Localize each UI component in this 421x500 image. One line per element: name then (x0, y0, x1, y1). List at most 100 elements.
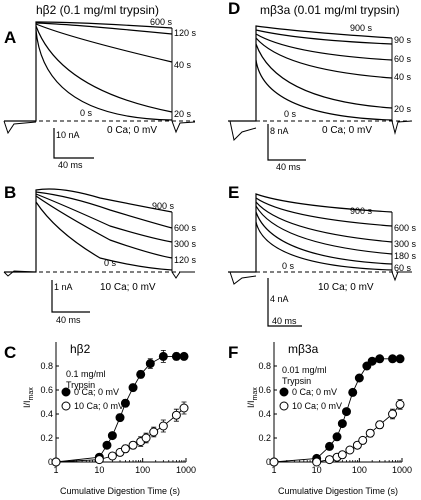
trace-d-tail (391, 38, 413, 135)
chart-f-legend-marker-0 (279, 387, 289, 397)
chart-f-series-1-point (365, 428, 375, 438)
trace-e-600 (255, 197, 393, 227)
chart-c-series-1-point (51, 457, 61, 467)
condition-b: 10 Ca; 0 mV (100, 282, 156, 293)
trace-a-40 (35, 23, 173, 63)
trace-b-0 (35, 201, 173, 271)
chart-c-note-1: 0.1 mg/ml (66, 369, 106, 379)
chart-f-ytick-label: 0 (266, 457, 271, 467)
chart-c-series-0-point (115, 413, 125, 423)
trace-b-900 (4, 188, 173, 273)
label-d-60: 60 s (394, 54, 412, 64)
chart-c-series-1-point (128, 440, 138, 450)
trace-b-120 (35, 195, 173, 259)
chart-f-series-1-point (358, 435, 368, 445)
chart-c-legend-marker-0 (61, 387, 71, 397)
chart-c-ytick-label: 0.2 (40, 433, 53, 443)
label-b-900: 900 s (152, 201, 175, 211)
panel-b-letter: B (4, 183, 16, 202)
chart-f-series-0-point (348, 387, 358, 397)
chart-c-ylabel: I/Imax (22, 387, 35, 408)
chart-c-legend-label-0: 0 Ca; 0 mV (74, 387, 119, 397)
chart-f-series-1-point (375, 420, 385, 430)
chart-c-ytick-label: 0.6 (40, 385, 53, 395)
chart-f-note-1: 0.01 mg/ml (282, 365, 327, 375)
chart-f-series-0-point (395, 354, 405, 364)
chart-f-xtick-label: 10 (312, 465, 322, 475)
panel-a-letter: A (4, 28, 16, 47)
chart-f-series-0-point (332, 432, 342, 442)
chart-f-series-0-point (375, 354, 385, 364)
chart-c-series-0-point (158, 351, 168, 361)
label-d-900: 900 s (350, 23, 373, 33)
panel-d-letter: D (228, 0, 240, 18)
condition-d: 0 Ca; 0 mV (322, 125, 372, 136)
chart-f-series-1-point (325, 455, 335, 465)
label-a-40: 40 s (174, 60, 192, 70)
panel-e: E 900 s 600 s 300 s 180 s 60 s 0 s 4 nA … (228, 183, 417, 327)
chart-f-ytick-label: 0.6 (258, 385, 271, 395)
chart-c-series-1-point (179, 403, 189, 413)
chart-c-series-0-point (120, 398, 130, 408)
chart-f-series-1-point (269, 457, 279, 467)
chart-f-legend-label-1: 10 Ca; 0 mV (292, 401, 342, 411)
scale-e-time: 40 ms (272, 316, 297, 326)
chart-f-series-0-point (337, 419, 347, 429)
scale-a-time: 40 ms (58, 160, 83, 170)
label-b-300: 300 s (174, 239, 197, 249)
label-b-0: 0 s (104, 258, 117, 268)
condition-a: 0 Ca; 0 mV (107, 125, 157, 136)
trace-b-head (3, 270, 37, 277)
chart-f-series-0-point (325, 441, 335, 451)
scale-b-time: 40 ms (56, 315, 81, 325)
trace-b-300 (35, 193, 173, 243)
chart-c-series-0-point (102, 440, 112, 450)
trace-a-0 (35, 29, 173, 121)
scale-b-current: 1 nA (54, 282, 73, 292)
trace-d-60 (255, 33, 393, 61)
chart-c-legend-marker-1 (61, 401, 71, 411)
chart-f-legend-label-0: 0 Ca; 0 mV (292, 387, 337, 397)
chart-c-ytick-label: 0.8 (40, 361, 53, 371)
chart-f-ytick-label: 0.4 (258, 409, 271, 419)
panel-b: B 900 s 600 s 300 s 120 s 0 s 1 nA 40 ms… (3, 183, 197, 325)
label-d-90: 90 s (394, 35, 412, 45)
trace-d-40 (255, 37, 393, 79)
trace-e-300 (255, 201, 393, 243)
chart-c-xtick-label: 1 (53, 465, 58, 475)
chart-f-xtick-label: 1000 (392, 465, 412, 475)
label-d-0: 0 s (284, 109, 297, 119)
label-a-0: 0 s (80, 108, 93, 118)
chart-c-series-0-point (107, 431, 117, 441)
scale-d-current: 8 nA (270, 126, 289, 136)
panel-c-letter: C (4, 343, 16, 362)
label-b-600: 600 s (174, 223, 197, 233)
label-d-40: 40 s (394, 72, 412, 82)
trace-e-60 (255, 211, 393, 265)
trace-b-tail (171, 212, 195, 279)
panel-a-title: hβ2 (0.1 mg/ml trypsin) (36, 3, 159, 17)
scale-d-time: 40 ms (276, 162, 301, 172)
panel-f-letter: F (228, 343, 238, 362)
chart-f-xtick-label: 100 (352, 465, 367, 475)
panel-d-title: mβ3a (0.01 mg/ml trypsin) (260, 3, 400, 17)
scalebar-b (51, 280, 90, 313)
chart-f-title: mβ3a (288, 342, 319, 356)
chart-f-note-2: Trypsin (282, 376, 311, 386)
scalebar-e (267, 278, 302, 327)
condition-e: 10 Ca; 0 mV (318, 282, 374, 293)
chart-c-ytick-label: 0.4 (40, 409, 53, 419)
chart-f-series-1-point (312, 457, 322, 467)
chart-c: C hβ2 0.1 mg/ml Trypsin 0 0.2 0.4 0.6 0.8 1 10… (4, 342, 196, 496)
chart-f-ytick-label: 0.2 (258, 433, 271, 443)
label-a-120: 120 s (174, 28, 197, 38)
chart-c-xlabel: Cumulative Digestion Time (s) (60, 486, 180, 496)
chart-f-series-0-point (367, 356, 377, 366)
chart-f-xlabel: Cumulative Digestion Time (s) (278, 486, 398, 496)
trace-e-900 (228, 193, 393, 273)
chart-c-series-0-point (171, 351, 181, 361)
trace-d-head (229, 120, 257, 142)
scale-a-current: 10 nA (56, 130, 80, 140)
chart-c-series-0-point (128, 383, 138, 393)
